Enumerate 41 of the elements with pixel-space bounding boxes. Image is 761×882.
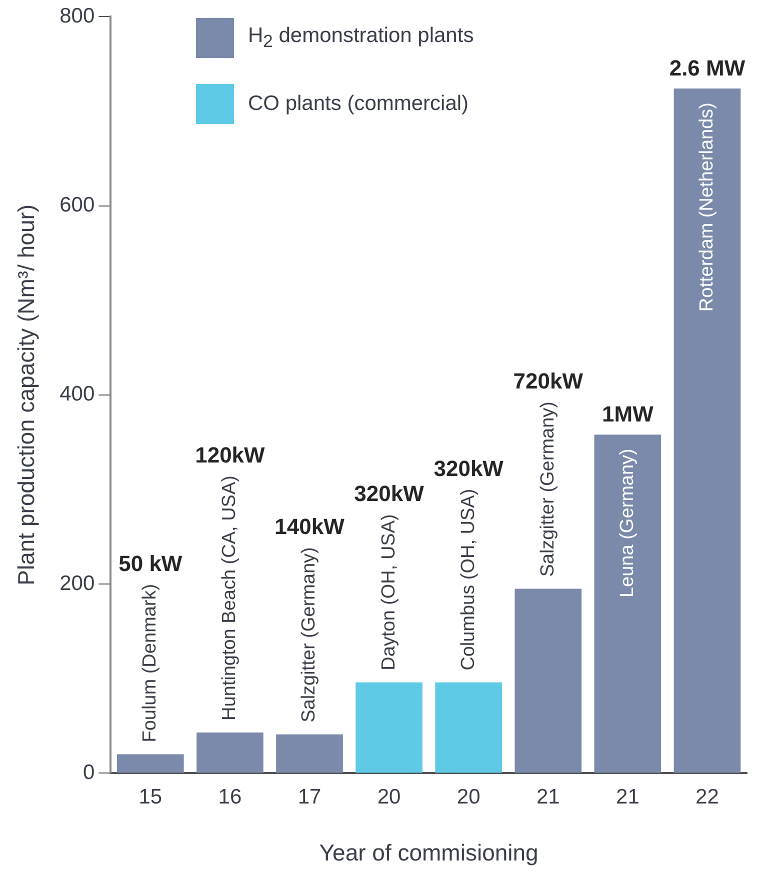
x-tick-label: 20	[377, 786, 401, 809]
bar	[435, 682, 502, 773]
annotation: 320kW	[354, 481, 424, 506]
y-tick-label: 0	[82, 760, 95, 784]
bar	[356, 682, 422, 773]
annotation: Salzgitter (Germany)	[298, 547, 320, 722]
x-tick-label: 17	[298, 786, 322, 809]
annotation: 120kW	[195, 442, 266, 468]
annotation: 140kW	[274, 514, 345, 540]
annotation: Dayton (OH, USA)	[378, 514, 400, 670]
annotation: 50 kW	[118, 550, 182, 576]
bar	[594, 434, 662, 773]
legend-label: CO plants (commercial)	[248, 92, 469, 116]
bar	[674, 88, 741, 773]
x-tick-label: 22	[696, 786, 719, 809]
y-tick-label: 800	[60, 4, 95, 28]
annotation: 1MW	[602, 402, 654, 427]
x-tick-label: 16	[218, 786, 242, 809]
bar	[276, 734, 343, 773]
x-tick-label: 21	[616, 786, 640, 809]
annotation: Leuna (Germany)	[616, 448, 638, 598]
x-tick-label: 20	[456, 786, 480, 809]
x-tick-label: 21	[536, 786, 560, 809]
y-tick-label: 400	[60, 382, 95, 406]
bar	[514, 588, 582, 773]
annotation: 320kW	[434, 456, 504, 481]
annotation: Rotterdam (Netherlands)	[696, 102, 718, 312]
annotation: 720kW	[513, 368, 584, 394]
bar	[117, 754, 184, 773]
x-tick-label: 15	[138, 786, 162, 809]
annotation: Columbus (OH, USA)	[458, 488, 479, 670]
annotation: Huntington Beach (CA, USA)	[219, 476, 240, 721]
annotation: Salzgitter (Germany)	[537, 401, 558, 577]
x-axis-title: Year of commisioning	[319, 840, 538, 866]
bar	[196, 732, 264, 773]
annotation: Foulum (Denmark)	[140, 584, 161, 742]
y-tick-label: 600	[60, 194, 95, 217]
y-axis-title: Plant production capacity (Nm³/ hour)	[13, 204, 40, 586]
annotation: 2.6 MW	[669, 56, 746, 81]
y-tick-label: 200	[60, 572, 95, 595]
legend-label: H$_{2}$ demonstration plants	[248, 24, 474, 52]
